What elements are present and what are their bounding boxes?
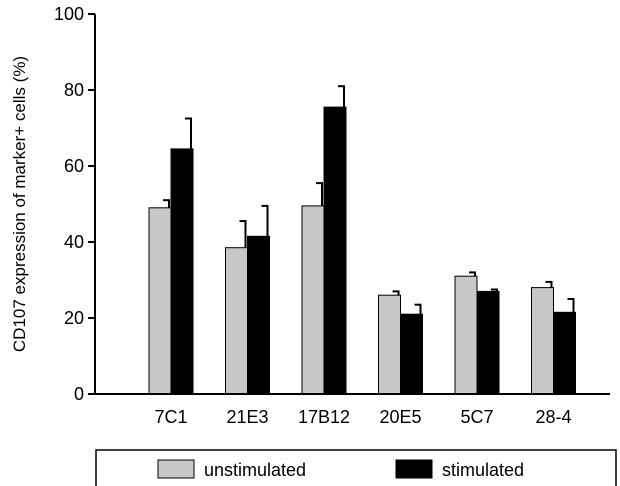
x-tick-label: 20E5 — [379, 407, 421, 427]
y-tick-label: 40 — [64, 232, 84, 252]
y-axis-title: CD107 expression of marker+ cells (%) — [10, 56, 29, 352]
y-tick-label: 60 — [64, 156, 84, 176]
x-tick-label: 17B12 — [298, 407, 350, 427]
x-axis-ticks: 7C1 21E3 17B12 20E5 5C7 28-4 — [154, 407, 571, 427]
bar-unstimulated-5C7 — [454, 275, 478, 395]
bar-stimulated-21E3 — [247, 235, 270, 395]
bar-stimulated-20E5 — [400, 313, 423, 395]
legend-swatch-unstimulated — [157, 459, 195, 479]
bar-stimulated-28-4 — [553, 311, 576, 395]
legend: unstimulated stimulated — [95, 449, 617, 486]
y-tick-label: 80 — [64, 80, 84, 100]
legend-label-unstimulated: unstimulated — [204, 460, 306, 480]
bar-stimulated-7C1 — [170, 148, 194, 395]
bar-unstimulated-17B12 — [301, 205, 325, 395]
legend-label-stimulated: stimulated — [442, 460, 524, 480]
y-tick-label: 100 — [54, 4, 84, 24]
y-tick-label: 0 — [74, 384, 84, 404]
bar-unstimulated-21E3 — [225, 247, 248, 395]
x-tick-label: 7C1 — [154, 407, 187, 427]
bar-stimulated-17B12 — [323, 106, 347, 395]
bar-stimulated-5C7 — [476, 290, 500, 395]
bar-unstimulated-20E5 — [378, 294, 401, 395]
x-tick-label: 21E3 — [226, 407, 268, 427]
y-axis-ticks: 0 20 40 60 80 100 — [54, 4, 95, 404]
x-tick-label: 28-4 — [535, 407, 571, 427]
plot-area — [148, 85, 576, 395]
x-tick-label: 5C7 — [460, 407, 493, 427]
bar-unstimulated-7C1 — [148, 207, 172, 395]
bar-unstimulated-28-4 — [531, 287, 554, 395]
legend-swatch-stimulated — [395, 459, 433, 479]
y-tick-label: 20 — [64, 308, 84, 328]
